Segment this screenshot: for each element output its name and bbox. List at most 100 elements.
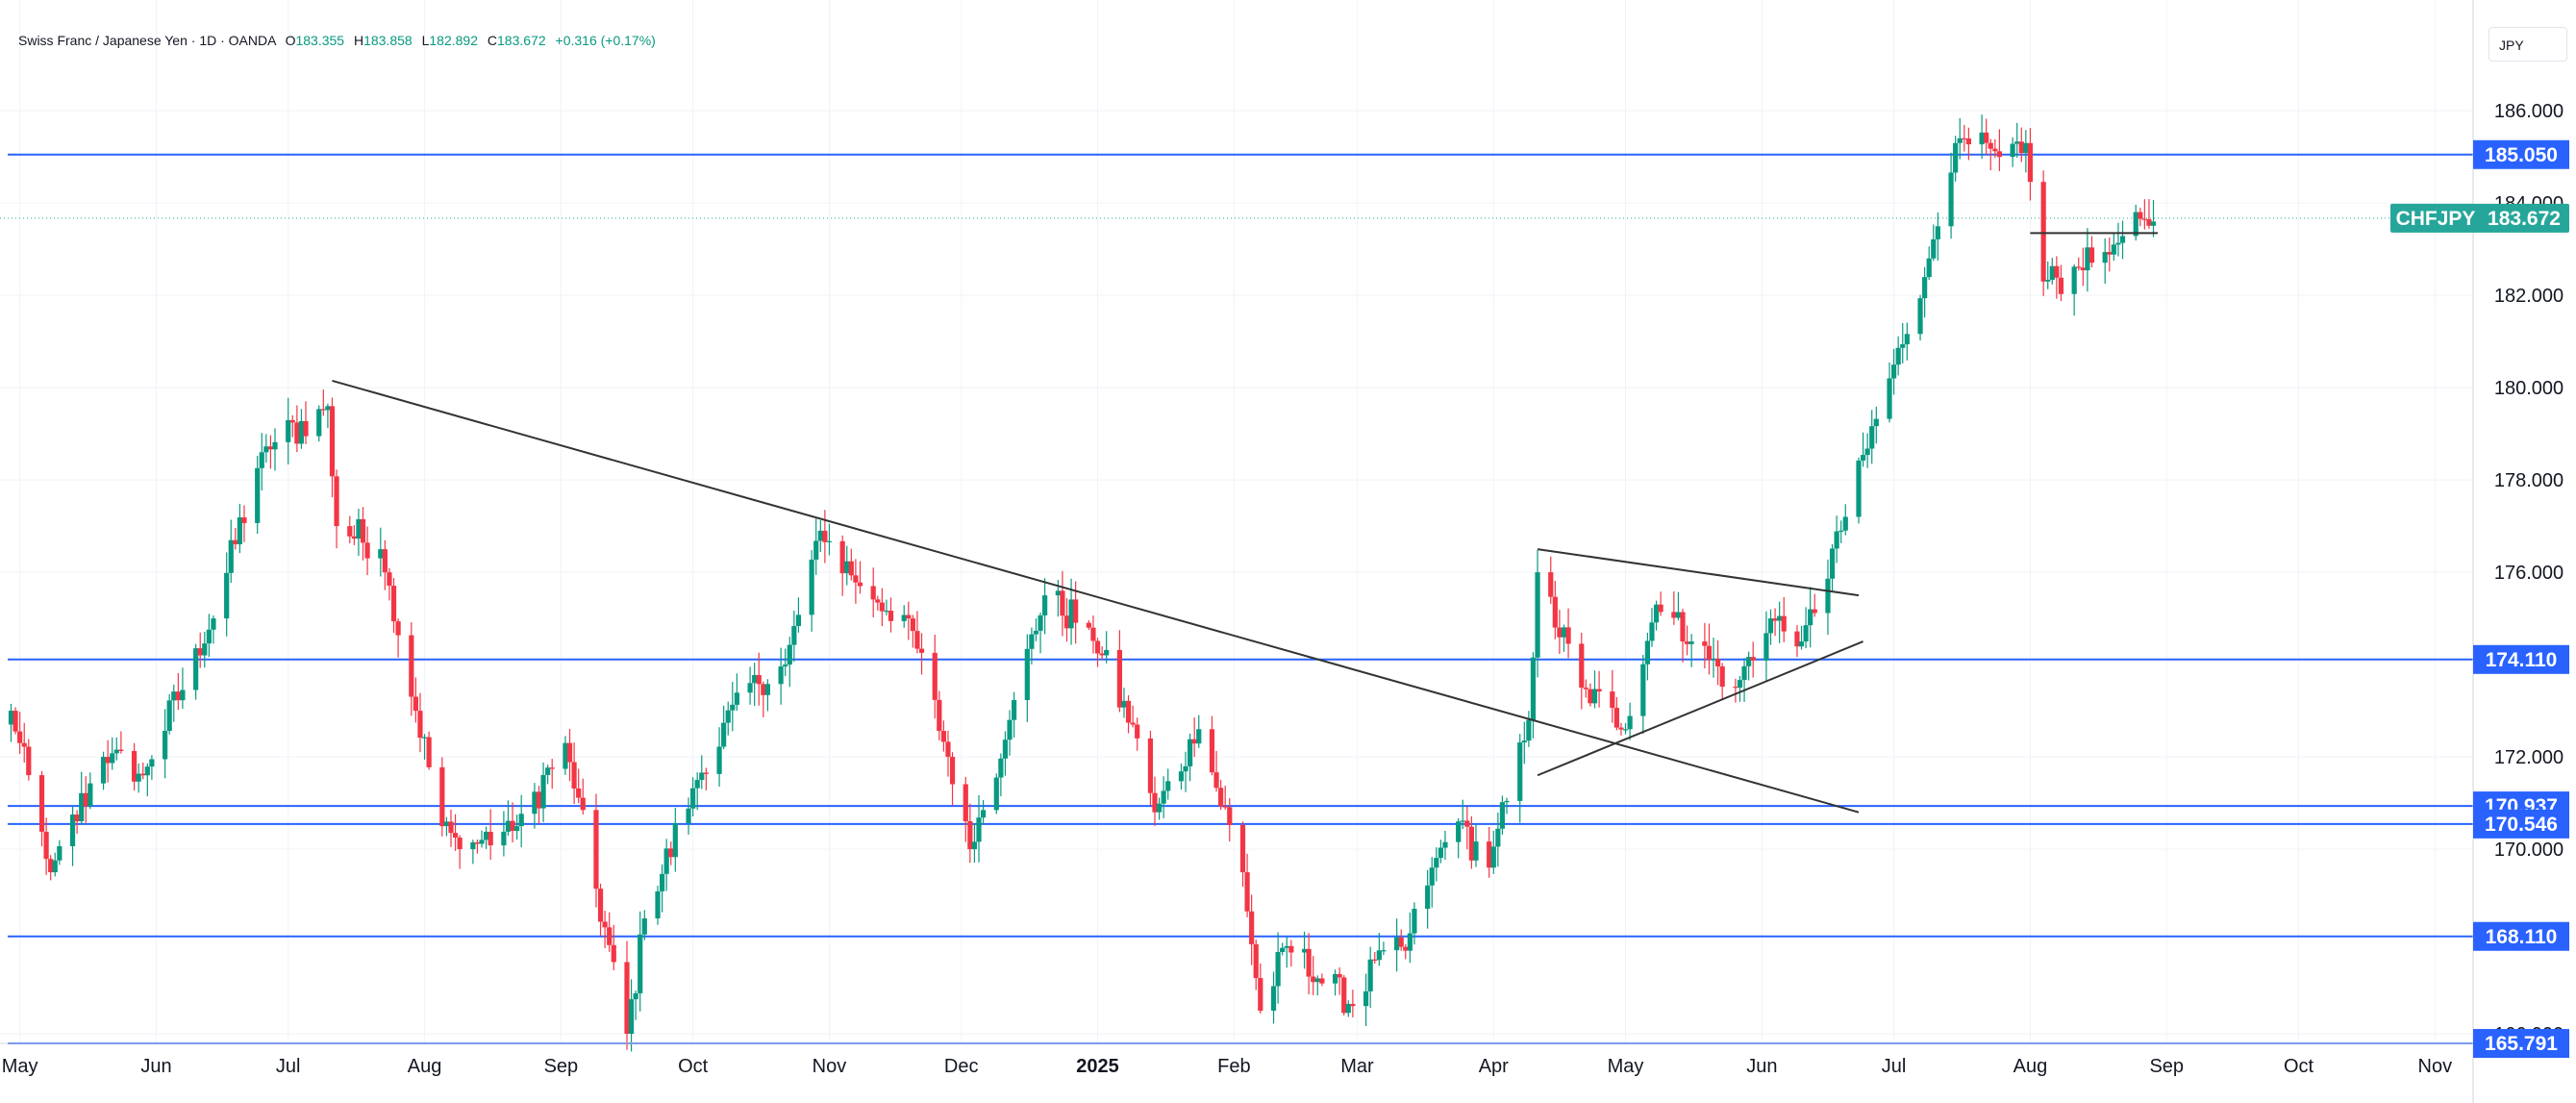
candle-body	[272, 441, 278, 450]
candle-body	[88, 783, 93, 807]
candle	[853, 559, 859, 604]
candle-body	[1464, 820, 1470, 827]
candle	[1992, 138, 1998, 159]
candle	[1490, 830, 1496, 874]
candle-body	[1798, 641, 1805, 647]
candle	[1468, 815, 1474, 869]
candle	[1280, 942, 1286, 956]
candle	[1680, 609, 1686, 663]
candle	[875, 595, 881, 611]
trendlines[interactable]	[332, 232, 2159, 814]
candle-body	[224, 572, 230, 619]
candle	[1042, 578, 1048, 635]
candle	[1917, 294, 1923, 341]
candle-body	[549, 767, 555, 769]
candle	[532, 783, 538, 829]
candle-body	[901, 614, 907, 621]
candle-body	[1183, 765, 1188, 772]
candle-body	[2138, 212, 2143, 219]
candle	[1900, 322, 1906, 363]
candle-body	[360, 518, 366, 543]
candle	[545, 765, 551, 785]
candle-body	[1258, 978, 1263, 1012]
x-tick-label: Oct	[2284, 1056, 2314, 1077]
candle-body	[536, 791, 542, 809]
candle	[378, 527, 384, 577]
candle-body	[686, 808, 691, 823]
candle	[1565, 608, 1571, 659]
candle-body	[721, 722, 727, 747]
candle	[1777, 601, 1783, 643]
candle-body	[1860, 455, 1866, 461]
candle-body	[1737, 680, 1743, 689]
candle-body	[918, 648, 925, 653]
candle-body	[998, 758, 1004, 778]
candle-body	[602, 921, 608, 928]
level-tag-label: 170.546	[2485, 814, 2558, 836]
candle	[945, 730, 951, 777]
candle	[83, 776, 88, 823]
candle	[1495, 813, 1501, 867]
candle	[857, 561, 863, 594]
close-value: 183.672	[497, 33, 546, 48]
currency-button[interactable]: JPY	[2488, 27, 2567, 62]
candle-body	[1613, 708, 1619, 728]
candle	[1803, 607, 1809, 648]
candle	[163, 709, 168, 779]
candle	[228, 519, 234, 584]
candle-body	[870, 586, 876, 600]
candle	[655, 886, 661, 925]
candle	[1583, 679, 1588, 698]
candle	[1588, 683, 1593, 707]
candle-body	[1565, 627, 1571, 644]
horizontal-levels[interactable]	[0, 153, 2473, 1045]
candle	[1218, 779, 1224, 811]
candle	[439, 757, 445, 837]
low-label: L	[421, 33, 430, 48]
candle	[963, 777, 968, 842]
candle	[360, 507, 366, 561]
candle-body	[1499, 802, 1506, 829]
candle-body	[993, 777, 999, 811]
candle-body	[817, 530, 823, 541]
candle-body	[761, 684, 766, 695]
candle	[668, 841, 674, 865]
candle	[48, 855, 54, 881]
candle	[624, 940, 630, 1050]
candle-body	[1610, 691, 1615, 709]
candle	[1191, 717, 1197, 758]
candle-body	[2054, 265, 2060, 278]
candle	[1671, 590, 1677, 625]
candle	[783, 648, 788, 677]
candle-body	[660, 873, 665, 891]
candle	[663, 839, 669, 891]
candle-body	[1517, 742, 1523, 801]
candle	[514, 815, 520, 840]
candle	[1926, 246, 1932, 281]
candle	[730, 682, 736, 732]
candle	[2115, 222, 2121, 257]
candle-body	[1535, 572, 1540, 658]
candle-body	[576, 788, 582, 798]
candle-body	[334, 476, 339, 527]
candle-body	[2102, 252, 2108, 263]
candle-body	[1249, 911, 1255, 944]
level-tag-label: 168.110	[2486, 926, 2558, 948]
candle-body	[1829, 548, 1836, 579]
candle	[940, 720, 946, 752]
candle-body	[320, 409, 326, 411]
candle-body	[1504, 800, 1510, 803]
candle-body	[2107, 252, 2113, 255]
candle	[1526, 711, 1532, 747]
candle-body	[409, 635, 414, 697]
candle-body	[1561, 627, 1567, 638]
candle	[694, 772, 700, 811]
candle-body	[1270, 986, 1277, 1012]
candle	[395, 618, 401, 658]
candle	[747, 666, 753, 705]
candle-body	[100, 757, 107, 784]
candle-body	[263, 446, 269, 453]
candle	[1429, 857, 1435, 908]
